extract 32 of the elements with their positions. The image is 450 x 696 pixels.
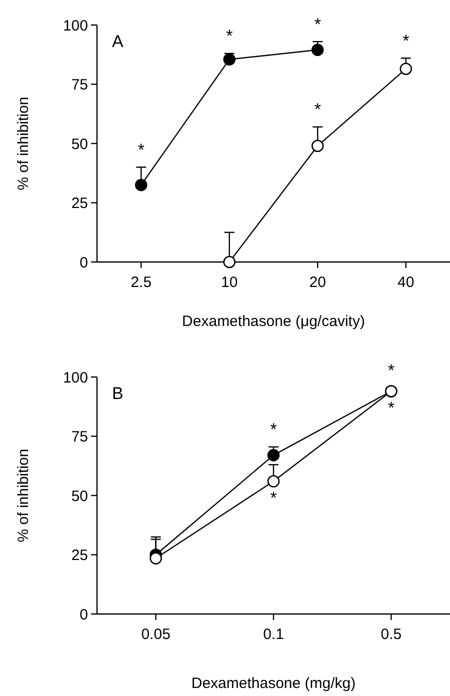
y-tick-label: 75 <box>71 76 88 94</box>
annotation: * <box>314 100 322 120</box>
annotation: * <box>388 360 395 380</box>
y-tick-label: 25 <box>71 195 88 212</box>
x-tick-label: 0.5 <box>380 626 402 643</box>
y-tick-label: 75 <box>71 428 88 446</box>
annotation: * <box>138 140 145 160</box>
chart-title: A <box>112 32 124 51</box>
y-tick-label: 0 <box>80 606 88 624</box>
x-axis-title: Dexamethasone (mg/kg) <box>191 675 356 692</box>
x-tick-label: 10 <box>221 274 238 291</box>
annotation: * <box>226 26 234 46</box>
y-tick-label: 25 <box>71 547 88 564</box>
annotation: * <box>388 398 395 418</box>
y-tick-label: 0 <box>80 254 88 272</box>
y-axis-title: % of inhibition <box>15 96 32 190</box>
annotation: * <box>270 420 278 440</box>
chart-title: B <box>112 384 124 403</box>
x-tick-label: 0.05 <box>141 626 170 643</box>
y-tick-label: 50 <box>71 488 88 505</box>
annotation: * <box>270 488 278 508</box>
x-axis-title: Dexamethasone (μg/cavity) <box>182 313 365 330</box>
y-tick-label: 100 <box>62 369 88 386</box>
y-axis-title: % of inhibition <box>15 448 32 542</box>
annotation: * <box>314 14 322 34</box>
x-tick-label: 2.5 <box>130 274 152 291</box>
y-tick-label: 50 <box>71 136 88 153</box>
x-tick-label: 0.1 <box>263 626 284 643</box>
x-tick-label: 20 <box>309 274 326 291</box>
y-tick-label: 100 <box>62 17 88 34</box>
annotation: * <box>402 31 410 50</box>
x-tick-label: 40 <box>398 274 414 291</box>
